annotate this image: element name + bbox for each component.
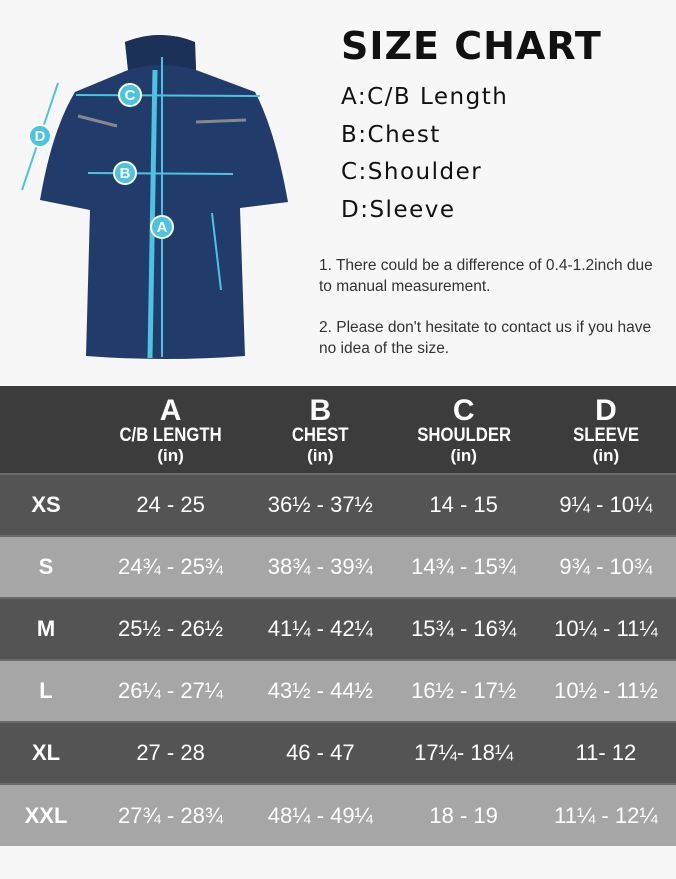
value-cell: 14 - 15 [391,473,536,536]
value-cell: 10½ - 11½ [535,659,676,722]
size-cell: XL [0,721,92,784]
table-row: M 25½ - 26½ 41¼ - 42¼ 15¾ - 16¾ 10¼ - 11¼ [0,597,676,660]
size-cell: XS [0,473,92,536]
side-pocket [211,212,222,291]
value-cell: 14¾ - 15¾ [391,535,536,598]
page-title: SIZE CHART [341,24,602,68]
chest-pocket [77,114,247,128]
table-row: L 26¼ - 27¼ 43½ - 44½ 16½ - 17½ 10½ - 11½ [0,659,676,722]
header-c: C SHOULDER (in) [391,386,536,474]
label-d: D [35,128,46,145]
size-cell: S [0,535,92,598]
label-a: A [157,219,168,236]
value-cell: 43½ - 44½ [249,659,392,722]
size-cell: L [0,659,92,722]
value-cell: 17¼- 18¼ [391,721,536,784]
label-b: B [120,165,131,182]
value-cell: 36½ - 37½ [249,473,392,536]
value-cell: 11¼ - 12¼ [535,783,676,846]
legend-a: A:C/B Length [341,84,509,110]
header-a: A C/B LENGTH (in) [92,386,250,474]
size-table: A C/B LENGTH (in) B CHEST (in) C SHOULDER (in)… [0,386,676,846]
value-cell: 38¾ - 39¾ [249,535,392,598]
value-cell: 25½ - 26½ [92,597,250,660]
value-cell: 15¾ - 16¾ [391,597,536,660]
header-d: D SLEEVE (in) [535,386,676,474]
value-cell: 27 - 28 [92,721,250,784]
size-cell: M [0,597,92,660]
value-cell: 26¼ - 27¼ [92,659,250,722]
table-row: S 24¾ - 25¾ 38¾ - 39¾ 14¾ - 15¾ 9¾ - 10¾ [0,535,676,598]
value-cell: 24¾ - 25¾ [92,535,250,598]
zipper [147,69,158,359]
value-cell: 11- 12 [535,721,676,784]
table-row: XL 27 - 28 46 - 47 17¼- 18¼ 11- 12 [0,721,676,784]
value-cell: 10¼ - 11¼ [535,597,676,660]
value-cell: 9¾ - 10¾ [535,535,676,598]
arrow-c [75,94,261,97]
value-cell: 24 - 25 [92,473,250,536]
legend-c: C:Shoulder [341,159,483,185]
value-cell: 46 - 47 [249,721,392,784]
jacket-body [40,35,288,359]
arrow-b [87,172,234,175]
legend-d: D:Sleeve [341,196,456,223]
value-cell: 16½ - 17½ [391,659,536,722]
table-row: XXL 27¾ - 28¾ 48¼ - 49¼ 18 - 19 11¼ - 12¼ [0,783,676,846]
collar [125,35,196,70]
measurement-legend: A:C/B Length B:Chest C:Shoulder D:Sleeve [341,84,508,234]
value-cell: 27¾ - 28¾ [92,783,250,846]
value-cell: 41¼ - 42¼ [249,597,392,660]
header-b: B CHEST (in) [249,386,392,474]
table-row: XS 24 - 25 36½ - 37½ 14 - 15 9¼ - 10¼ [0,473,676,536]
value-cell: 48¼ - 49¼ [249,783,392,846]
value-cell: 18 - 19 [391,783,536,846]
size-cell: XXL [0,783,92,846]
label-c: C [125,87,136,104]
note-1: 1. There could be a difference of 0.4-1.… [319,257,653,295]
note-2: 2. Please don't hesitate to contact us i… [319,319,652,357]
legend-b: B:Chest [341,121,441,148]
jacket-diagram: C B A D [21,35,288,359]
value-cell: 9¼ - 10¼ [535,473,676,536]
